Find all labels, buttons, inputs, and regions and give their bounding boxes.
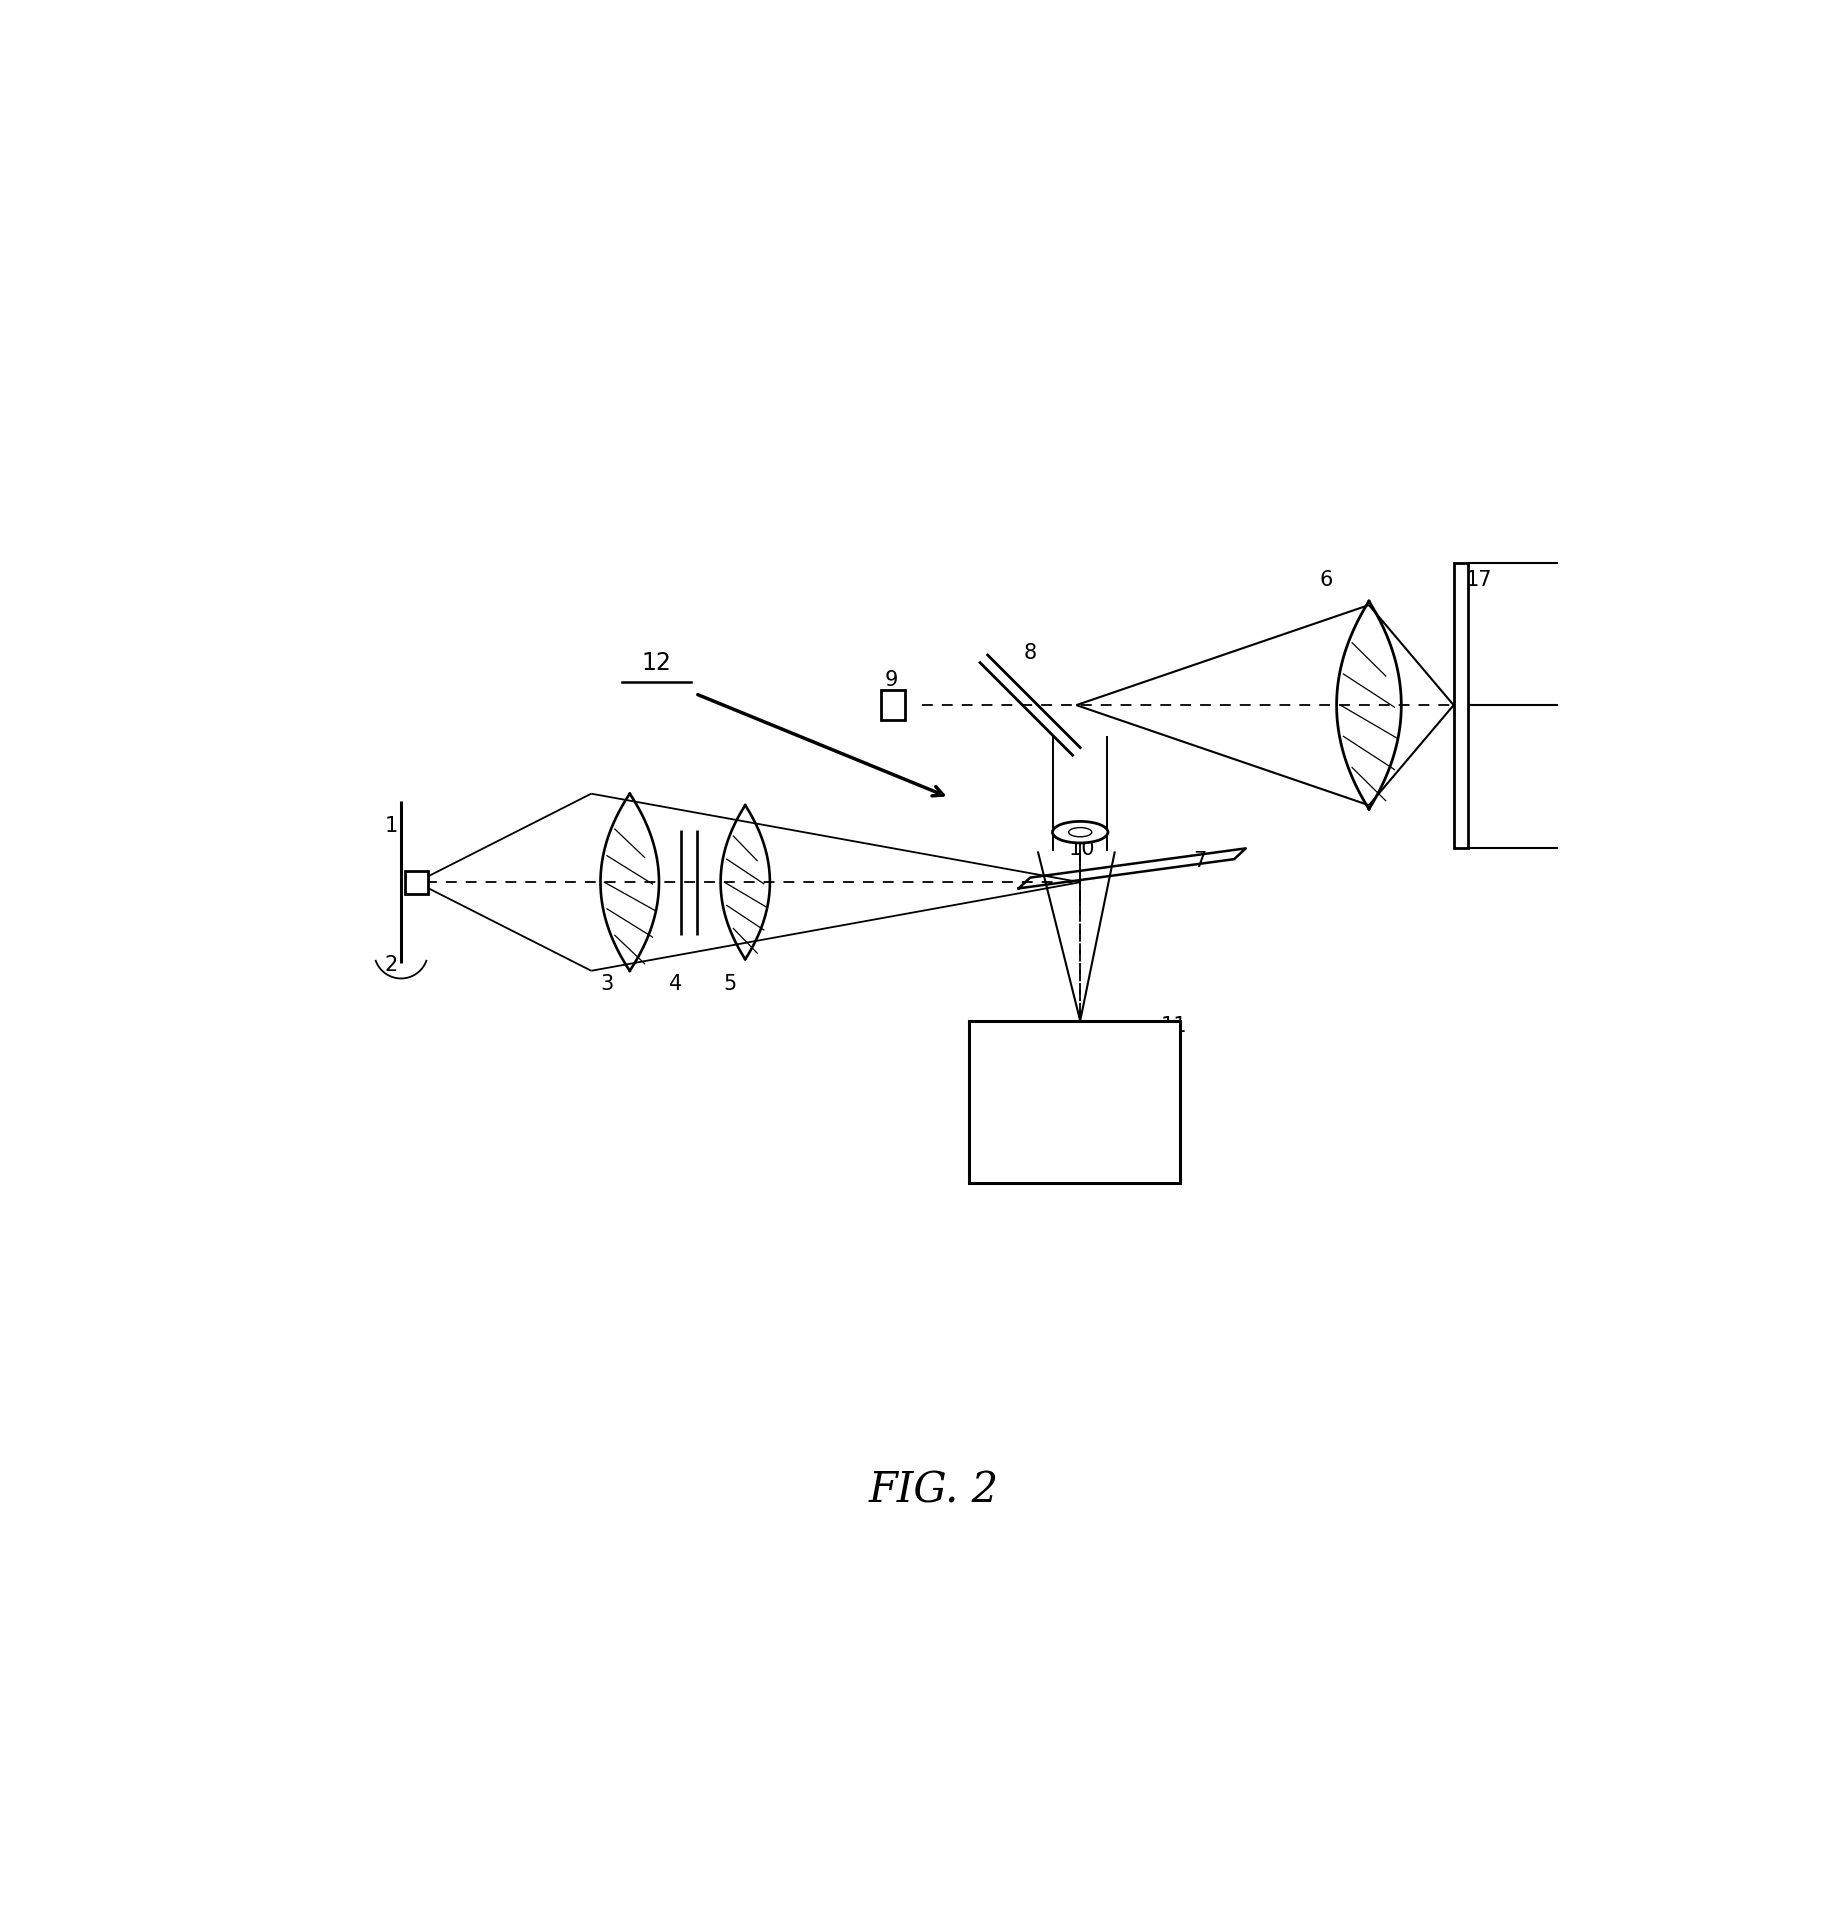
Bar bbox=[404, 870, 428, 893]
Ellipse shape bbox=[1052, 820, 1108, 843]
Text: 7: 7 bbox=[1193, 851, 1205, 870]
Bar bbox=[969, 1022, 1180, 1183]
Text: 17: 17 bbox=[1465, 569, 1492, 590]
Text: 11: 11 bbox=[1161, 1016, 1187, 1037]
Text: 9: 9 bbox=[885, 669, 898, 690]
Text: 12: 12 bbox=[642, 650, 671, 675]
Text: 5: 5 bbox=[722, 974, 737, 995]
Text: 6: 6 bbox=[1321, 569, 1333, 590]
Bar bbox=[882, 690, 905, 719]
Text: 8: 8 bbox=[1024, 642, 1037, 663]
Text: 2: 2 bbox=[384, 955, 397, 974]
Text: 1: 1 bbox=[384, 817, 397, 836]
Ellipse shape bbox=[1068, 828, 1092, 838]
Text: 3: 3 bbox=[600, 974, 613, 995]
Bar bbox=[1454, 564, 1467, 847]
Text: 10: 10 bbox=[1068, 840, 1096, 859]
Text: FIG. 2: FIG. 2 bbox=[869, 1470, 999, 1511]
Text: 4: 4 bbox=[669, 974, 682, 995]
